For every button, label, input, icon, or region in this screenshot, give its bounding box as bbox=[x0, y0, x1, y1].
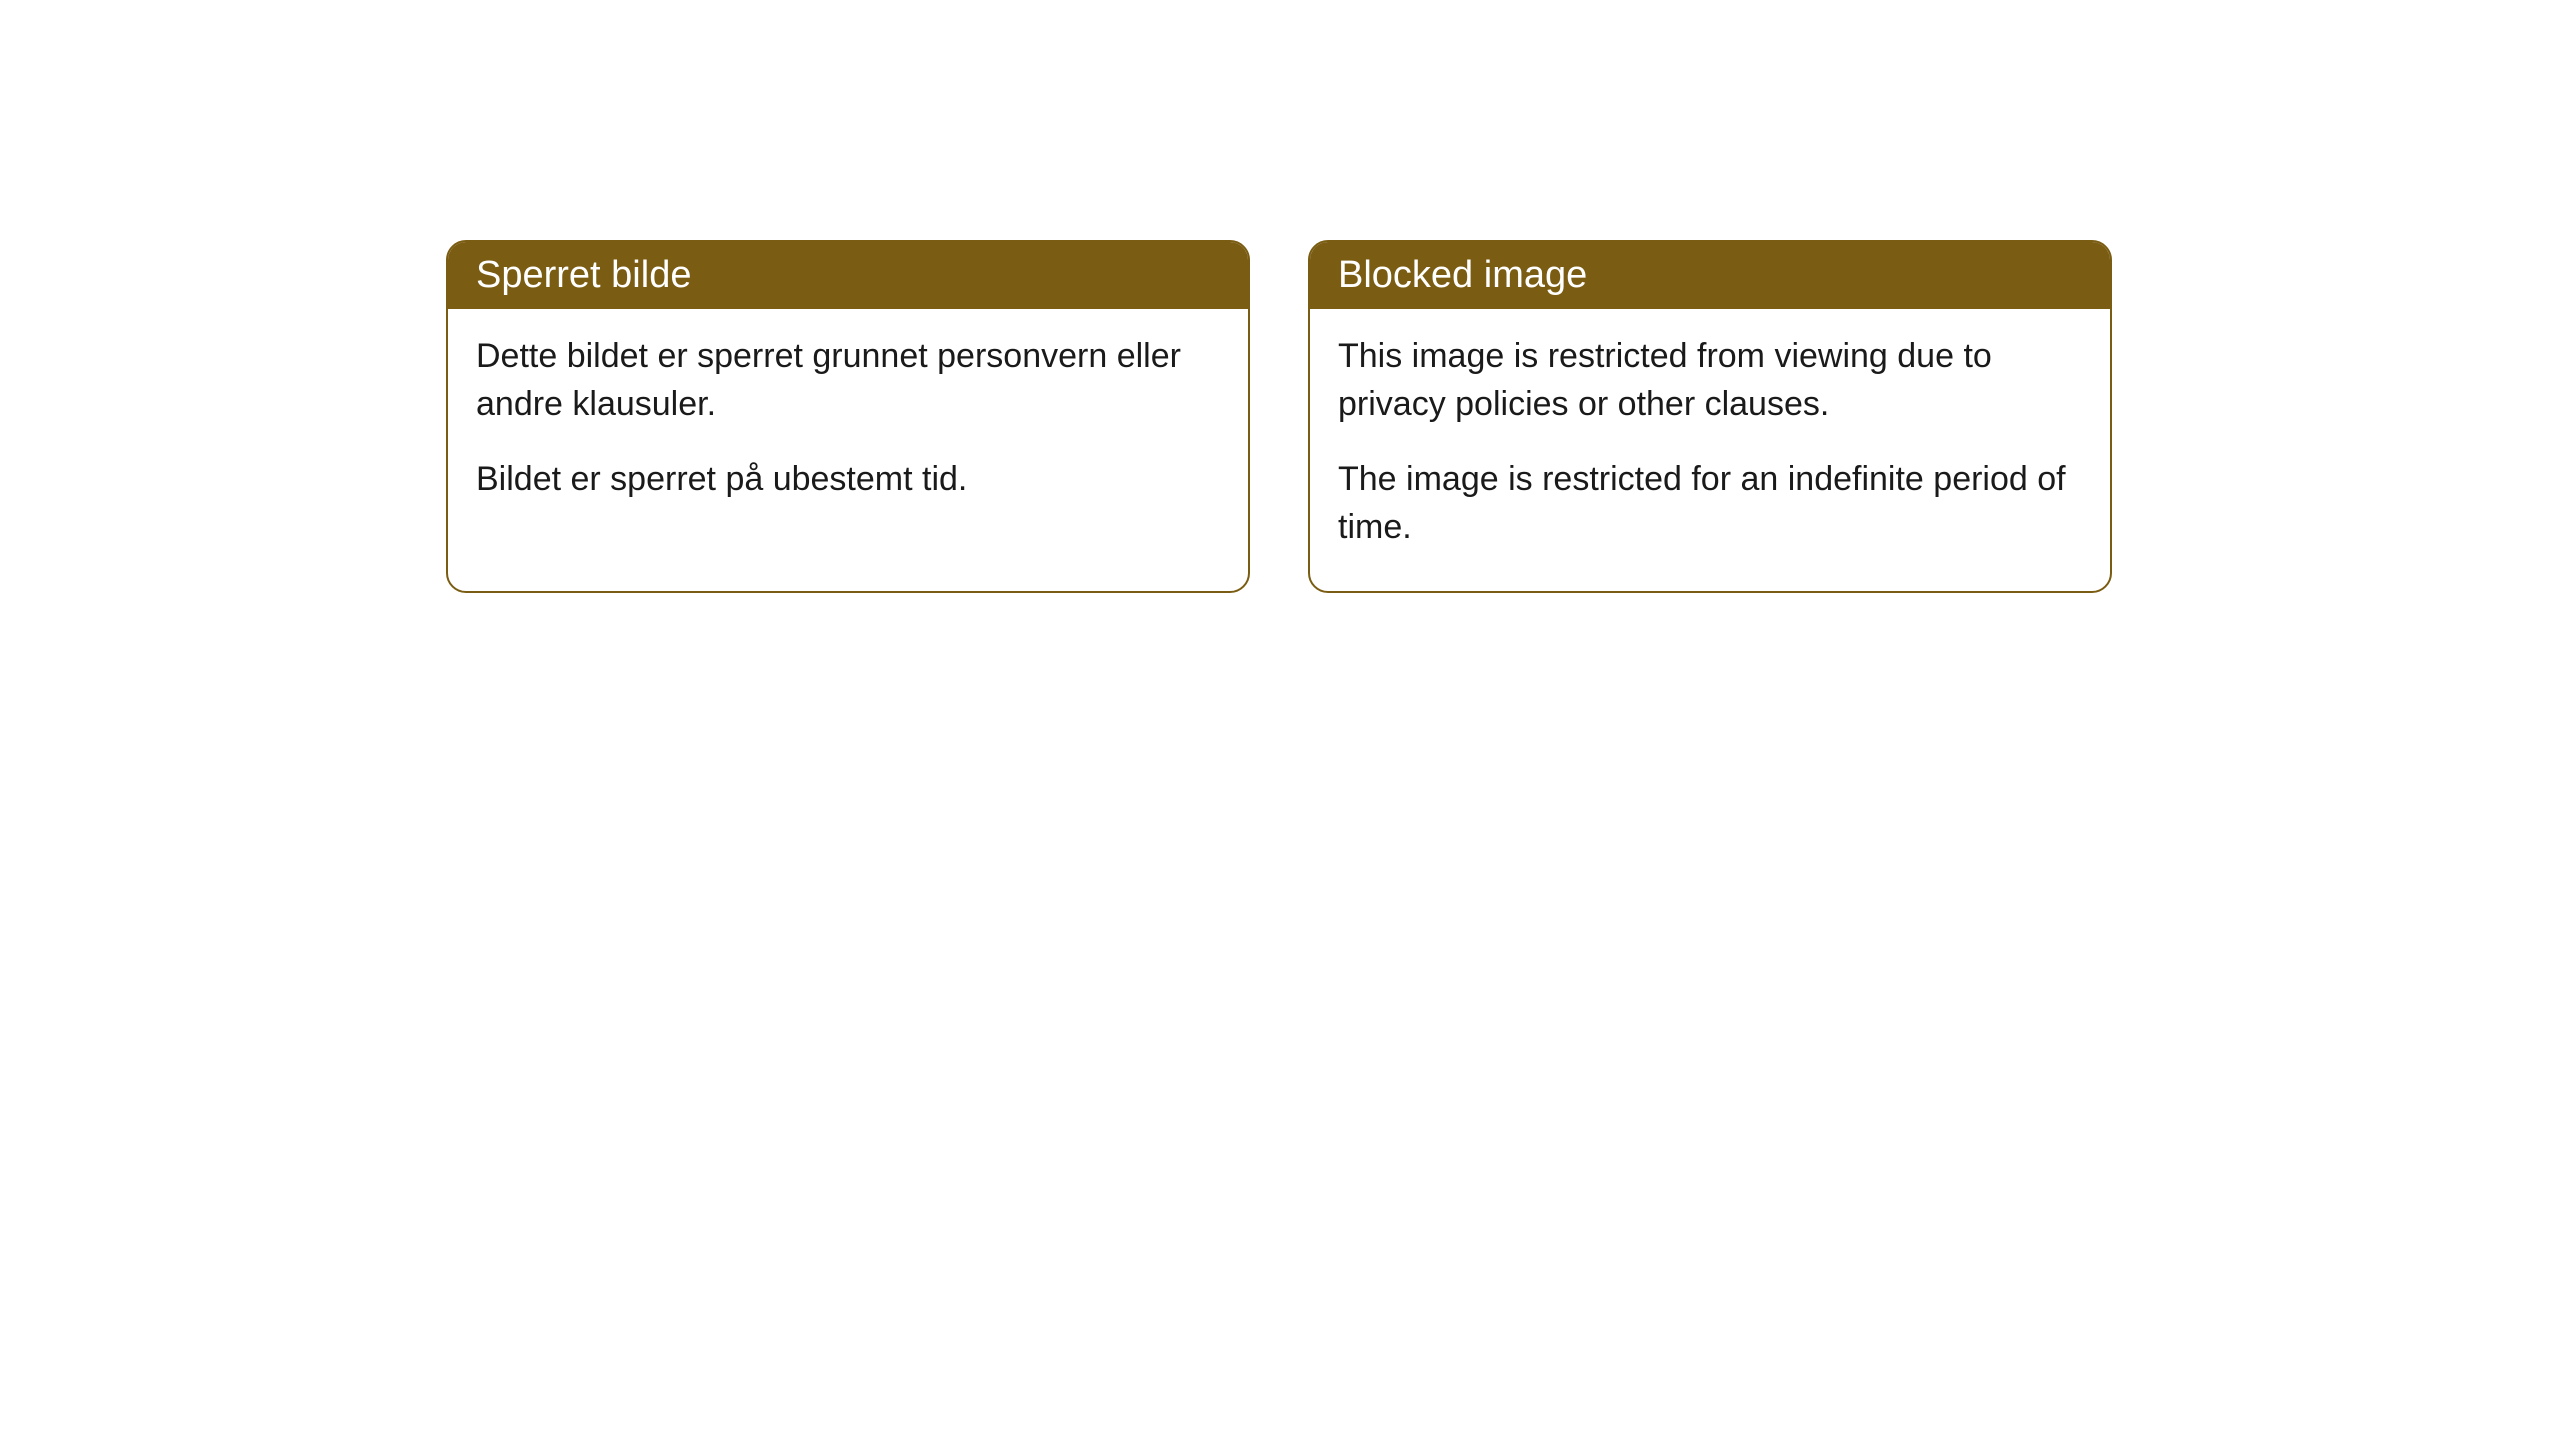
card-paragraph: Bildet er sperret på ubestemt tid. bbox=[476, 456, 1220, 504]
card-header: Sperret bilde bbox=[448, 242, 1248, 309]
card-body: Dette bildet er sperret grunnet personve… bbox=[448, 309, 1248, 544]
card-title: Blocked image bbox=[1338, 254, 1587, 296]
card-paragraph: Dette bildet er sperret grunnet personve… bbox=[476, 333, 1220, 428]
card-header: Blocked image bbox=[1310, 242, 2110, 309]
card-body: This image is restricted from viewing du… bbox=[1310, 309, 2110, 591]
blocked-image-card-english: Blocked image This image is restricted f… bbox=[1308, 240, 2112, 593]
card-paragraph: The image is restricted for an indefinit… bbox=[1338, 456, 2082, 551]
blocked-image-cards: Sperret bilde Dette bildet er sperret gr… bbox=[446, 240, 2112, 593]
card-title: Sperret bilde bbox=[476, 254, 691, 296]
blocked-image-card-norwegian: Sperret bilde Dette bildet er sperret gr… bbox=[446, 240, 1250, 593]
card-paragraph: This image is restricted from viewing du… bbox=[1338, 333, 2082, 428]
